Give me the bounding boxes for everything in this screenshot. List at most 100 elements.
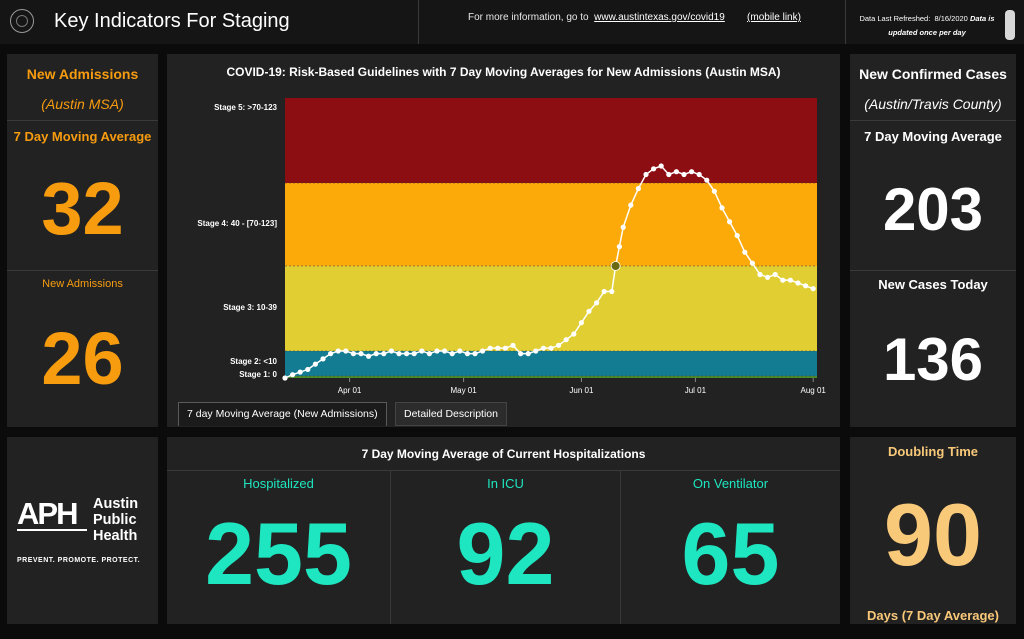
data-point [480,348,486,354]
data-point [449,351,455,357]
data-point [651,166,657,172]
data-point [594,300,600,306]
hospitalized-stat: Hospitalized 255 [167,470,390,624]
data-point [518,351,524,357]
new-admissions-title: New Admissions [26,66,139,82]
data-point [328,351,334,357]
header-bar: Key Indicators For Staging For more info… [0,0,1024,44]
aph-mark: APH [17,496,78,531]
data-point [666,171,672,178]
icu-value: 92 [456,504,555,603]
cases-avg-value: 203 [882,176,984,243]
cases-today-label: New Cases Today [878,277,988,292]
data-point [426,351,432,357]
icu-label: In ICU [487,476,524,491]
new-admissions-panel: New Admissions (Austin MSA) 7 Day Moving… [7,54,158,427]
divider [390,470,391,624]
data-point [727,219,733,225]
aph-name: Austin Public Health [93,496,138,544]
data-point [373,351,379,357]
data-point [388,348,394,354]
divider [7,270,158,271]
divider [850,270,1016,271]
ventilator-value: 65 [681,504,780,603]
band-stage-1 [285,376,817,378]
data-point [742,249,748,255]
stage-label: Stage 2: <10 [230,357,277,366]
city-seal-icon [10,9,34,33]
logo-rule [17,529,87,531]
data-point [658,163,664,169]
divider [620,470,621,624]
data-point [411,351,417,357]
data-point [502,345,508,351]
mobile-link[interactable]: (mobile link) [747,12,801,23]
x-tick-label: May 01 [450,386,477,395]
doubling-title: Doubling Time [887,444,979,459]
data-point [620,224,626,230]
data-point [628,202,634,208]
tab-moving-average[interactable]: 7 day Moving Average (New Admissions) [178,402,387,426]
data-point [780,277,786,283]
data-point [472,351,478,357]
data-point [616,244,622,250]
doubling-value: 90 [884,485,982,584]
aph-name-line3: Health [93,528,138,544]
data-point [305,366,311,373]
app-title: Key Indicators For Staging [54,10,290,32]
highlighted-data-point [610,261,621,271]
data-point [803,283,809,289]
data-point [525,351,531,357]
data-point [419,348,425,354]
aph-tagline: PREVENT. PROMOTE. PROTECT. [17,557,141,564]
data-point [586,308,592,314]
data-point [457,348,463,354]
data-point [312,361,318,367]
data-point [711,188,718,194]
band-stage-5 [285,98,817,183]
data-point [772,271,778,278]
new-cases-title: New Confirmed Cases [859,66,1007,82]
admissions-avg-value: 32 [41,167,124,250]
refresh-note-a: Data is [969,14,995,23]
data-point [643,171,649,178]
hospitalized-value: 255 [205,504,352,603]
admissions-today-value: 26 [41,317,124,400]
data-point [320,356,326,362]
tab-detailed-description[interactable]: Detailed Description [395,402,507,426]
x-tick-label: Jul 01 [685,386,707,395]
divider [7,120,158,121]
stage-label: Stage 5: >70-123 [214,103,277,112]
refresh-date: 8/16/2020 [934,14,968,23]
new-cases-region: (Austin/Travis County) [864,96,1002,112]
stage-label: Stage 1: 0 [239,370,277,379]
stage-label: Stage 3: 10-39 [223,303,277,312]
data-point [757,271,763,278]
data-point [609,288,615,295]
ventilator-label: On Ventilator [692,476,769,491]
more-info-prefix: For more information, go to [468,12,589,23]
data-point [719,205,725,211]
data-point [381,351,387,357]
doubling-unit: Days (7 Day Average) [867,608,999,623]
data-point [358,351,364,357]
admissions-avg-label: 7 Day Moving Average [13,129,152,144]
hospitalizations-panel: 7 Day Moving Average of Current Hospital… [167,437,840,624]
ventilator-stat: On Ventilator 65 [621,470,840,624]
data-point [510,342,516,348]
admissions-today-label: New Admissions [42,278,123,290]
scrollbar-thumb[interactable] [1005,10,1015,40]
covid19-link[interactable]: www.austintexas.gov/covid19 [594,12,725,23]
doubling-time-panel: Doubling Time 90 Days (7 Day Average) [850,437,1016,624]
data-point [290,372,296,378]
data-point [350,351,356,357]
chart-panel: COVID-19: Risk-Based Guidelines with 7 D… [167,54,840,427]
divider [167,470,840,471]
data-point [556,342,562,348]
data-point [540,345,546,351]
admissions-chart[interactable]: Stage 5: >70-123 Stage 4: 40 - [70-123] St… [167,54,840,427]
data-point [396,351,402,357]
aph-logo-panel: APH Austin Public Health PREVENT. PROMOT… [7,437,158,624]
hospitalizations-title: 7 Day Moving Average of Current Hospital… [361,447,646,461]
header-divider [845,0,846,44]
